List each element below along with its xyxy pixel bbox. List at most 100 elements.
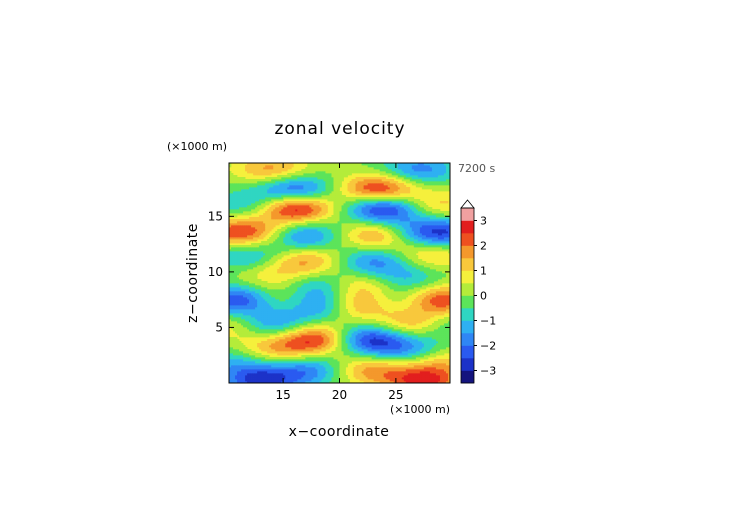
heatmap-cell xyxy=(381,337,385,340)
heatmap-cell xyxy=(407,333,411,336)
heatmap-cell xyxy=(309,319,312,322)
heatmap-cell xyxy=(433,355,437,358)
heatmap-cell xyxy=(415,303,419,306)
heatmap-cell xyxy=(441,353,445,356)
heatmap-cell xyxy=(415,357,419,360)
heatmap-cell xyxy=(247,357,250,360)
heatmap-cell xyxy=(381,285,385,288)
heatmap-cell xyxy=(349,333,352,336)
heatmap-cell xyxy=(241,315,244,318)
heatmap-cell xyxy=(409,347,413,350)
heatmap-cell xyxy=(249,377,252,380)
heatmap-cell xyxy=(413,305,417,308)
heatmap-cell xyxy=(311,323,314,326)
heatmap-cell xyxy=(253,359,256,362)
heatmap-cell xyxy=(245,283,248,286)
heatmap-cell xyxy=(277,315,280,318)
heatmap-cell xyxy=(275,309,278,312)
heatmap-cell xyxy=(403,373,407,376)
heatmap-cell xyxy=(405,289,409,292)
heatmap-cell xyxy=(411,315,415,318)
heatmap-cell xyxy=(253,289,256,292)
heatmap-cell xyxy=(245,351,248,354)
heatmap-cell xyxy=(261,311,264,314)
heatmap-cell xyxy=(301,281,304,284)
heatmap-cell xyxy=(395,337,399,340)
heatmap-cell xyxy=(299,335,302,338)
heatmap-cell xyxy=(343,351,346,354)
heatmap-cell xyxy=(361,331,364,334)
heatmap-cell xyxy=(391,337,395,340)
heatmap-cell xyxy=(329,375,332,378)
heatmap-cell xyxy=(433,361,437,364)
heatmap-cell xyxy=(235,365,238,368)
heatmap-cell xyxy=(231,289,234,292)
heatmap-cell xyxy=(297,359,300,362)
heatmap-cell xyxy=(281,353,284,356)
heatmap-cell xyxy=(391,293,395,296)
heatmap-cell xyxy=(441,321,445,324)
heatmap-cell xyxy=(233,363,236,366)
heatmap-cell xyxy=(319,381,322,383)
heatmap-cell xyxy=(255,311,258,314)
heatmap-cell xyxy=(251,299,254,302)
heatmap-cell xyxy=(281,321,284,324)
heatmap-cell xyxy=(261,333,264,336)
heatmap-cell xyxy=(397,349,401,352)
heatmap-cell xyxy=(303,315,306,318)
heatmap-cell xyxy=(365,379,368,382)
heatmap-cell xyxy=(389,347,393,350)
heatmap-cell xyxy=(291,345,294,348)
heatmap-cell xyxy=(239,343,242,346)
heatmap-cell xyxy=(321,345,324,348)
heatmap-cell xyxy=(339,377,342,380)
heatmap-cell xyxy=(291,303,294,306)
heatmap-cell xyxy=(321,369,324,372)
heatmap-cell xyxy=(409,341,413,344)
heatmap-cell xyxy=(421,363,425,366)
heatmap-cell xyxy=(357,317,360,320)
heatmap-cell xyxy=(339,339,342,342)
heatmap-cell xyxy=(255,319,258,322)
heatmap-cell xyxy=(291,317,294,320)
heatmap-cell xyxy=(297,369,300,372)
heatmap-cell xyxy=(319,377,322,380)
heatmap-cell xyxy=(253,371,256,374)
heatmap-cell xyxy=(241,331,244,334)
heatmap-cell xyxy=(357,305,360,308)
heatmap-cell xyxy=(323,329,326,332)
heatmap-cell xyxy=(413,341,417,344)
heatmap-cell xyxy=(311,345,314,348)
heatmap-cell xyxy=(249,293,252,296)
heatmap-cell xyxy=(307,291,310,294)
heatmap-cell xyxy=(281,363,284,366)
heatmap-cell xyxy=(443,373,447,376)
heatmap-cell xyxy=(365,353,368,356)
heatmap-cell xyxy=(303,381,306,383)
heatmap-cell xyxy=(389,297,393,300)
heatmap-cell xyxy=(235,283,238,286)
heatmap-cell xyxy=(233,321,236,324)
heatmap-cell xyxy=(233,345,236,348)
heatmap-cell xyxy=(257,325,260,328)
heatmap-cell xyxy=(421,333,425,336)
heatmap-cell xyxy=(231,379,234,382)
heatmap-cell xyxy=(249,371,252,374)
heatmap-cell xyxy=(331,335,334,338)
heatmap-cell xyxy=(331,279,334,282)
heatmap-cell xyxy=(433,337,437,340)
heatmap-cell xyxy=(361,351,364,354)
heatmap-cell xyxy=(441,331,445,334)
heatmap-cell xyxy=(309,311,312,314)
heatmap-cell xyxy=(259,367,262,370)
heatmap-cell xyxy=(271,373,274,376)
heatmap-cell xyxy=(269,359,272,362)
heatmap-cell xyxy=(271,331,274,334)
heatmap-cell xyxy=(385,341,389,344)
heatmap-cell xyxy=(377,333,381,336)
heatmap-cell xyxy=(231,323,234,326)
heatmap-cell xyxy=(273,307,276,310)
heatmap-cell xyxy=(283,361,286,364)
heatmap-cell xyxy=(387,325,391,328)
heatmap-cell xyxy=(307,339,310,342)
